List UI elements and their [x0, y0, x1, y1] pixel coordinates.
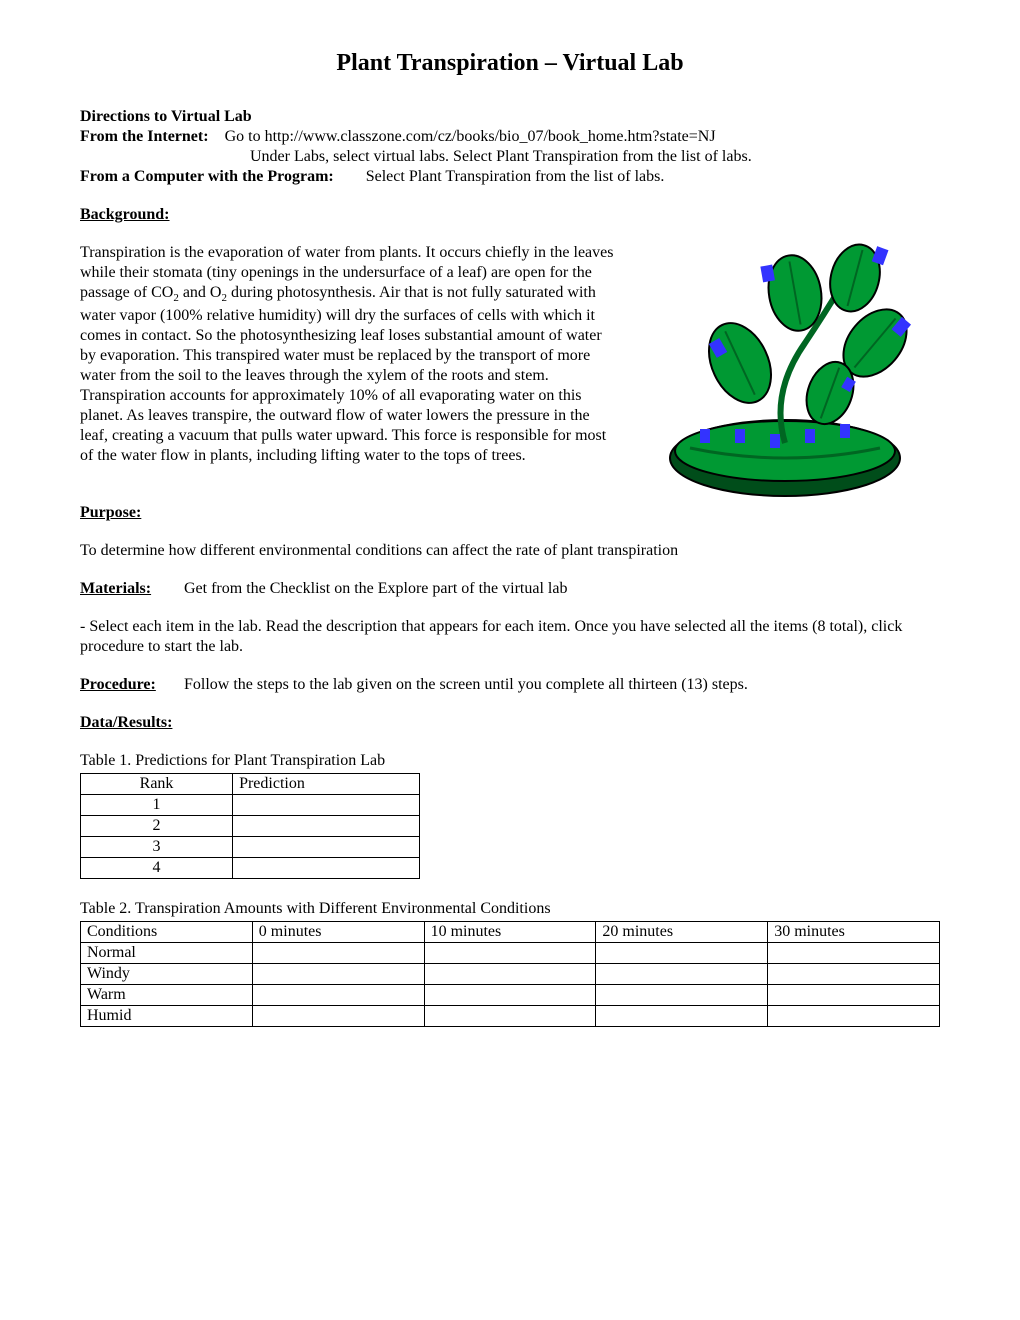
from-internet-label: From the Internet:: [80, 128, 209, 145]
table2-cell[interactable]: [252, 943, 424, 964]
procedure-text: Follow the steps to the lab given on the…: [184, 676, 748, 693]
from-internet-line1: Go to http://www.classzone.com/cz/books/…: [225, 128, 716, 145]
table2-header: 0 minutes: [252, 922, 424, 943]
table2-cell[interactable]: [596, 943, 768, 964]
from-computer-label: From a Computer with the Program:: [80, 168, 334, 185]
table2-cell[interactable]: [596, 1006, 768, 1027]
table1-cell: 1: [81, 795, 233, 816]
materials-text: Get from the Checklist on the Explore pa…: [184, 580, 567, 597]
table2-rowlabel: Normal: [81, 943, 253, 964]
table2-cell[interactable]: [252, 985, 424, 1006]
table2-rowlabel: Humid: [81, 1006, 253, 1027]
table1-cell[interactable]: [233, 816, 420, 837]
procedure-line: Procedure: Follow the steps to the lab g…: [80, 675, 940, 695]
table2-caption: Table 2. Transpiration Amounts with Diff…: [80, 899, 940, 919]
table2-cell[interactable]: [768, 985, 940, 1006]
plant-diagram: [630, 243, 940, 503]
table2-header: Conditions: [81, 922, 253, 943]
procedure-heading: Procedure:: [80, 675, 180, 695]
directions-heading: Directions to Virtual Lab: [80, 108, 252, 125]
table2-cell[interactable]: [424, 1006, 596, 1027]
table1: Rank Prediction 1 2 3 4: [80, 773, 420, 879]
table1-header-prediction: Prediction: [233, 774, 420, 795]
table1-cell: 2: [81, 816, 233, 837]
purpose-text: To determine how different environmental…: [80, 541, 940, 561]
table1-cell[interactable]: [233, 795, 420, 816]
table2-header: 10 minutes: [424, 922, 596, 943]
materials-line: Materials: Get from the Checklist on the…: [80, 579, 940, 599]
table2-cell[interactable]: [768, 964, 940, 985]
directions-block: Directions to Virtual Lab From the Inter…: [80, 107, 940, 187]
table1-cell[interactable]: [233, 858, 420, 879]
table1-caption: Table 1. Predictions for Plant Transpira…: [80, 751, 940, 771]
table1-cell: 4: [81, 858, 233, 879]
materials-note: - Select each item in the lab. Read the …: [80, 617, 940, 657]
table2-cell[interactable]: [768, 943, 940, 964]
from-internet-line2: Under Labs, select virtual labs. Select …: [250, 148, 752, 165]
data-heading: Data/Results:: [80, 714, 172, 731]
table2-header: 30 minutes: [768, 922, 940, 943]
table2-cell[interactable]: [424, 985, 596, 1006]
table2: Conditions 0 minutes 10 minutes 20 minut…: [80, 921, 940, 1027]
table2-cell[interactable]: [424, 964, 596, 985]
table1-header-rank: Rank: [81, 774, 233, 795]
purpose-heading: Purpose:: [80, 504, 141, 521]
table2-rowlabel: Windy: [81, 964, 253, 985]
table1-cell: 3: [81, 837, 233, 858]
table2-rowlabel: Warm: [81, 985, 253, 1006]
table2-cell[interactable]: [596, 964, 768, 985]
table2-header: 20 minutes: [596, 922, 768, 943]
table2-cell[interactable]: [252, 964, 424, 985]
table1-cell[interactable]: [233, 837, 420, 858]
from-computer-text: Select Plant Transpiration from the list…: [366, 168, 665, 185]
table2-cell[interactable]: [252, 1006, 424, 1027]
page-title: Plant Transpiration – Virtual Lab: [80, 50, 940, 77]
table2-cell[interactable]: [424, 943, 596, 964]
materials-heading: Materials:: [80, 579, 180, 599]
table2-cell[interactable]: [768, 1006, 940, 1027]
table2-cell[interactable]: [596, 985, 768, 1006]
background-heading: Background:: [80, 206, 170, 223]
